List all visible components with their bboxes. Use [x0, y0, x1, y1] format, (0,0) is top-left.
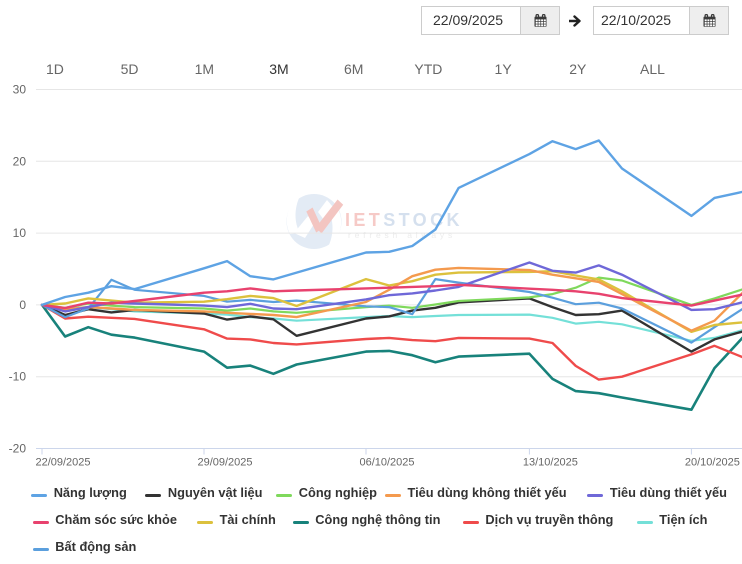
svg-text:-20: -20: [9, 442, 27, 456]
svg-text:-10: -10: [9, 370, 27, 384]
svg-text:0: 0: [19, 298, 26, 312]
svg-text:06/10/2025: 06/10/2025: [359, 457, 414, 469]
svg-text:22/09/2025: 22/09/2025: [35, 457, 90, 469]
svg-text:13/10/2025: 13/10/2025: [523, 457, 578, 469]
svg-text:29/09/2025: 29/09/2025: [197, 457, 252, 469]
svg-text:20: 20: [13, 154, 27, 168]
svg-text:20/10/2025: 20/10/2025: [685, 457, 740, 469]
svg-text:10: 10: [13, 226, 27, 240]
svg-text:refresh always: refresh always: [348, 230, 456, 240]
svg-text:30: 30: [13, 83, 27, 97]
svg-text:IETSTOCK: IETSTOCK: [345, 210, 463, 230]
